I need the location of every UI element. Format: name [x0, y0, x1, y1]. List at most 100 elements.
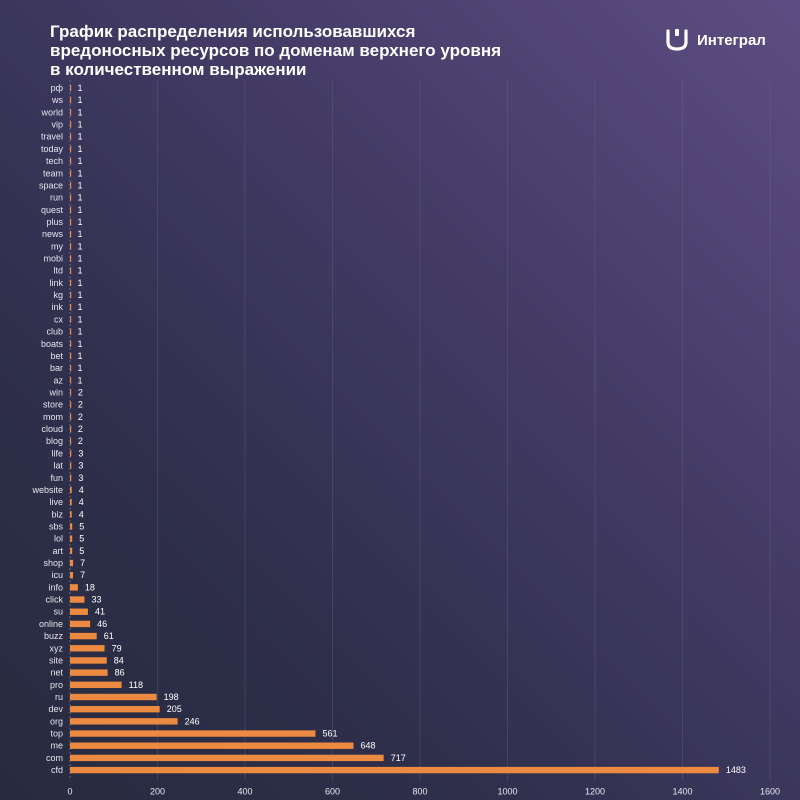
- bar: [70, 425, 72, 433]
- bar: [70, 596, 85, 603]
- y-tick-label: net: [50, 668, 63, 678]
- bar: [70, 157, 72, 165]
- data-label: 1483: [726, 765, 746, 775]
- bar: [70, 559, 74, 567]
- bar: [70, 766, 719, 774]
- data-label: 1: [77, 180, 82, 190]
- data-label: 1: [77, 302, 82, 312]
- bar: [70, 632, 97, 640]
- x-tick-label: 1000: [497, 786, 517, 796]
- x-tick-label: 200: [150, 786, 165, 796]
- data-label: 2: [78, 400, 83, 410]
- data-label: 1: [77, 266, 82, 276]
- x-tick-label: 0: [67, 786, 72, 796]
- bar: [70, 681, 122, 689]
- y-tick-label: mom: [43, 412, 63, 422]
- data-label: 1: [77, 107, 82, 117]
- y-tick-label: ws: [51, 95, 63, 105]
- y-tick-label: cx: [54, 314, 64, 324]
- y-tick-label: team: [43, 168, 63, 178]
- data-label: 4: [79, 509, 84, 519]
- bar: [70, 389, 72, 396]
- data-label: 717: [391, 753, 406, 763]
- data-label: 33: [91, 595, 101, 605]
- bar: [70, 170, 72, 177]
- y-tick-label: life: [51, 448, 63, 458]
- data-label: 5: [79, 521, 84, 531]
- bar: [70, 352, 72, 360]
- data-label: 4: [79, 497, 84, 507]
- bar: [70, 121, 72, 128]
- data-label: 46: [97, 619, 107, 629]
- y-tick-label: tech: [46, 156, 63, 166]
- chart-title-line-2: вредоносных ресурсов по доменам верхнего…: [50, 41, 502, 60]
- y-tick-label: website: [31, 485, 63, 495]
- bar: [70, 230, 72, 238]
- bar: [70, 608, 88, 615]
- bar: [70, 572, 74, 579]
- y-tick-label: icu: [51, 570, 63, 580]
- data-label: 1: [77, 83, 82, 93]
- data-label: 1: [77, 290, 82, 300]
- bar: [70, 328, 72, 335]
- y-tick-label: travel: [41, 132, 63, 142]
- bar: [70, 584, 78, 591]
- data-label: 1: [77, 132, 82, 142]
- bar: [70, 96, 72, 104]
- y-tick-label: vip: [51, 120, 63, 130]
- data-label: 1: [77, 278, 82, 288]
- y-tick-label: com: [46, 753, 63, 763]
- y-tick-label: mobi: [43, 254, 63, 264]
- bar: [70, 657, 107, 664]
- integral-logo-icon: [666, 29, 688, 51]
- bar: [70, 304, 72, 311]
- x-tick-label: 600: [325, 786, 340, 796]
- bar: [70, 742, 354, 749]
- y-tick-label: az: [53, 375, 63, 385]
- bar: [70, 547, 73, 555]
- y-tick-label: bet: [50, 351, 63, 361]
- bar: [70, 340, 72, 347]
- y-tick-label: kg: [53, 290, 63, 300]
- y-tick-label: space: [39, 180, 63, 190]
- bar: [70, 133, 72, 140]
- y-tick-label: art: [52, 546, 63, 556]
- chart-title-line-3: в количественном выражении: [50, 60, 307, 79]
- x-tick-label: 800: [412, 786, 427, 796]
- y-tick-label: dev: [48, 704, 63, 714]
- data-label: 1: [77, 229, 82, 239]
- y-tick-label: org: [50, 716, 63, 726]
- data-label: 1: [77, 120, 82, 130]
- bar: [70, 267, 72, 274]
- y-tick-label: ink: [51, 302, 63, 312]
- data-label: 1: [77, 144, 82, 154]
- y-tick-label: biz: [51, 509, 63, 519]
- y-tick-label: fun: [50, 473, 63, 483]
- y-tick-label: ru: [55, 692, 63, 702]
- bar: [70, 645, 105, 652]
- data-label: 18: [85, 582, 95, 592]
- bar: [70, 377, 72, 384]
- data-label: 205: [167, 704, 182, 714]
- data-label: 41: [95, 607, 105, 617]
- bar: [70, 84, 72, 92]
- bar: [70, 194, 72, 201]
- data-label: 561: [322, 729, 337, 739]
- data-label: 118: [129, 680, 143, 690]
- data-label: 1: [77, 327, 82, 337]
- data-label: 86: [115, 668, 125, 678]
- y-tick-label: club: [46, 327, 63, 337]
- bar: [70, 474, 72, 481]
- bar: [70, 462, 72, 469]
- y-tick-label: run: [50, 193, 63, 203]
- brand-name: Интеграл: [697, 31, 766, 49]
- bar: [70, 243, 72, 250]
- bar: [70, 718, 178, 725]
- data-label: 246: [185, 716, 200, 726]
- y-tick-label: store: [43, 400, 63, 410]
- y-tick-label: quest: [41, 205, 64, 215]
- bar: [70, 182, 72, 189]
- bar: [70, 535, 73, 542]
- y-tick-label: рф: [51, 83, 64, 93]
